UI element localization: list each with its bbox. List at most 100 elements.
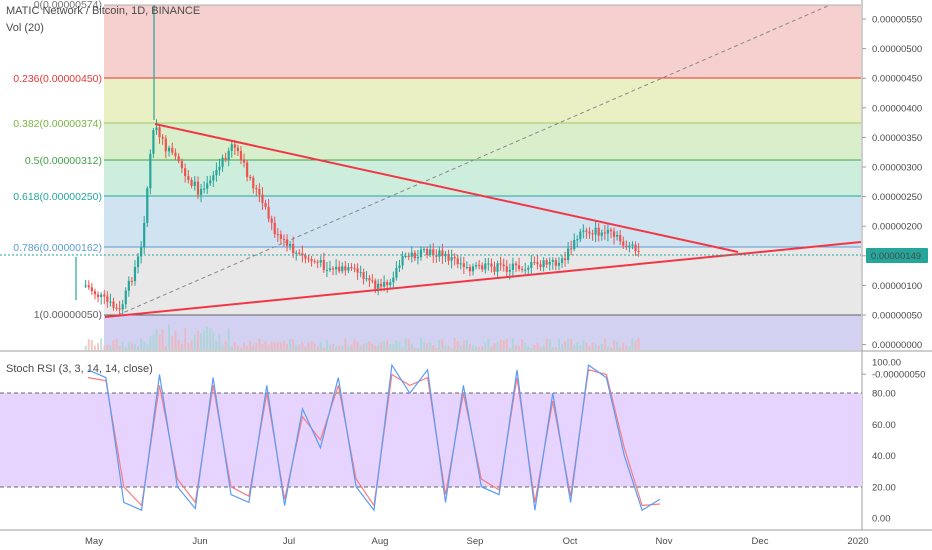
price-axis-label: 0.00000200 [872, 222, 922, 233]
volume-bar [115, 338, 118, 350]
candle-body [625, 245, 628, 247]
candle-body [313, 261, 316, 263]
candle-body [285, 239, 289, 246]
volume-bar [588, 346, 591, 350]
volume-bar [410, 344, 413, 350]
volume-bar [209, 328, 212, 350]
volume-bar [218, 334, 221, 350]
fib-zone-05-0618 [104, 160, 861, 196]
fib-zone-0382-05 [104, 123, 861, 160]
candle-body [570, 248, 573, 250]
candle-body [187, 176, 190, 180]
candle-body [136, 256, 140, 268]
volume-bar [130, 343, 133, 350]
volume-bar [180, 343, 183, 350]
candle-body [548, 261, 551, 265]
volume-bar [465, 340, 468, 350]
candle-body [288, 244, 292, 246]
volume-bar [140, 338, 143, 350]
candle-body [456, 258, 459, 265]
volume-bar [233, 342, 236, 350]
candle-body [591, 233, 594, 235]
candle-body [432, 249, 435, 256]
candle-body [190, 179, 193, 186]
rsi-axis-label: 40.00 [872, 451, 896, 462]
volume-bar [591, 342, 594, 350]
candle-body [619, 234, 622, 242]
candle-body [533, 262, 536, 264]
candle-body [304, 255, 307, 259]
candle-body [524, 269, 527, 271]
volume-bar [573, 344, 576, 350]
volume-bar [243, 342, 246, 350]
volume-bar [184, 327, 187, 350]
volume-bar [613, 340, 616, 350]
candle-body [273, 222, 276, 235]
candle-body [465, 267, 468, 269]
volume-bar [356, 341, 359, 350]
price-axis-label: 0.00000100 [872, 281, 922, 292]
volume-bar [508, 347, 511, 350]
candle-body [435, 255, 438, 257]
volume-bar [224, 340, 227, 350]
candle-body [347, 267, 350, 271]
candle-body [450, 257, 453, 261]
volume-bar [203, 330, 206, 350]
candle-body [530, 262, 533, 268]
candle-body [609, 229, 613, 232]
volume-bar [239, 347, 242, 350]
volume-bar [625, 345, 628, 350]
candle-body [468, 267, 472, 272]
volume-bar [401, 347, 404, 350]
volume-bar [279, 342, 282, 350]
candle-body [292, 244, 295, 254]
fib-zone-0618-0786 [104, 196, 861, 247]
volume-bar [496, 341, 499, 350]
volume-bar [177, 340, 180, 350]
volume-bar [350, 344, 353, 350]
candle-body [539, 264, 542, 268]
volume-bar [215, 340, 218, 350]
volume-bar [634, 340, 637, 350]
candle-body [453, 257, 456, 259]
volume-bar [438, 340, 441, 350]
volume-bar [212, 331, 215, 350]
fib-zone-0786-1 [104, 247, 861, 315]
candle-body [316, 261, 319, 263]
candle-body [239, 151, 243, 161]
volume-bar [533, 344, 536, 350]
volume-bar [316, 347, 319, 350]
candle-body [155, 127, 158, 131]
candle-body [594, 227, 597, 235]
trendline-upper [154, 123, 739, 253]
candle-body [335, 266, 338, 270]
volume-bars [84, 324, 640, 350]
stoch-k-line [87, 363, 661, 512]
candle-body [459, 263, 462, 265]
volume-bar [561, 343, 564, 350]
volume-bar [380, 342, 383, 350]
time-axis-label: Sep [467, 536, 484, 547]
volume-bar [332, 344, 335, 350]
candle-body [398, 265, 401, 268]
fib-label-0: 0(0.00000574) [34, 0, 102, 11]
stoch-rsi-label: Stoch RSI (3, 3, 14, 14, close) [6, 363, 153, 375]
candle-body [511, 263, 515, 270]
candle-body [422, 249, 426, 251]
trendline-lower [104, 241, 862, 318]
candle-body [279, 234, 282, 239]
candle-body [563, 258, 567, 261]
volume-bar [511, 338, 514, 350]
candle-body [582, 230, 585, 232]
volume-bar [579, 345, 582, 350]
candle-body [87, 285, 90, 288]
candle-body [270, 218, 273, 223]
candle-body [121, 304, 124, 310]
time-axis-label: Jul [283, 536, 295, 547]
volume-bar [490, 346, 493, 350]
volume-bar [524, 342, 527, 350]
candle-body [637, 251, 640, 253]
candle-body [517, 265, 521, 269]
candle-body [576, 239, 579, 241]
volume-bar [398, 341, 401, 350]
